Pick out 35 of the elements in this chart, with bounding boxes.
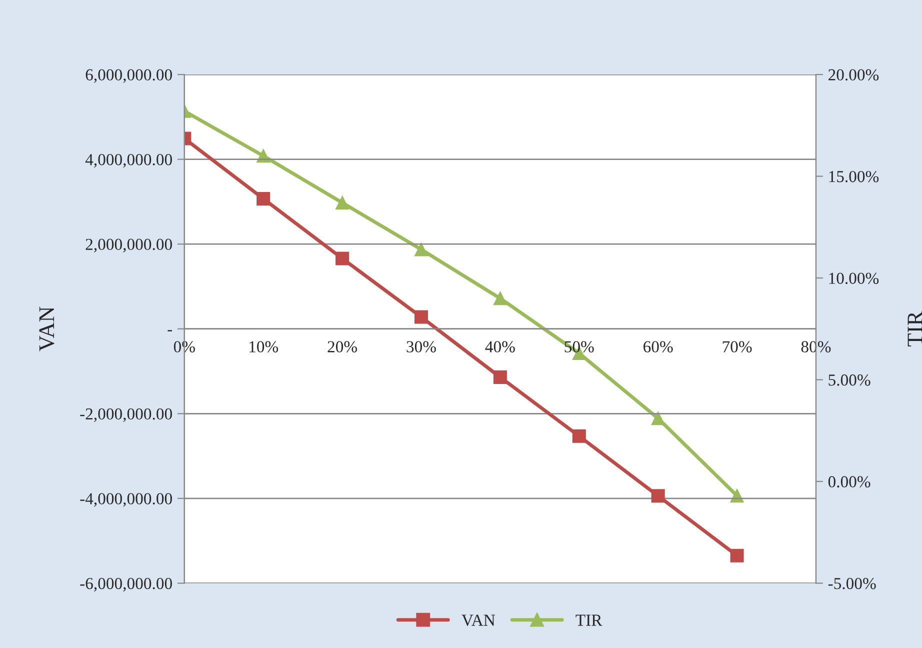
point	[414, 310, 428, 324]
y-axis-title: VAN	[39, 306, 54, 352]
point	[651, 489, 665, 503]
y-tick-label: 6,000,000.00	[86, 69, 172, 83]
y2-tick-label: 20.00%	[828, 69, 879, 81]
point	[493, 292, 507, 306]
y2-tick-label: -5.00%	[828, 578, 876, 590]
y-tick-label: -4,000,000.00	[80, 493, 172, 507]
x-tick-label: 60%	[644, 341, 673, 352]
y-tick-label: -	[168, 330, 172, 332]
y-tick-label: 4,000,000.00	[85, 154, 172, 168]
y2-tick-label: 10.00%	[829, 272, 879, 284]
y2-tick-label: 15.00%	[829, 170, 879, 182]
point	[730, 548, 744, 562]
legend-label: TIR	[576, 614, 602, 626]
y2-axis-title: TIR	[908, 310, 922, 346]
x-tick-label: 10%	[250, 341, 278, 352]
y-tick-label: 2,000,000.00	[86, 238, 172, 252]
point	[336, 196, 350, 210]
point	[493, 370, 507, 384]
point	[336, 252, 350, 266]
x-tick-label: 30%	[406, 341, 436, 352]
y-tick-label: -2,000,000.00	[80, 408, 172, 422]
y2-tick-label: 0.00%	[828, 476, 870, 488]
legend-label: VAN	[462, 614, 496, 626]
y2-tick-label: 5.00%	[828, 374, 870, 386]
point	[651, 412, 665, 426]
point	[256, 192, 270, 206]
point	[572, 429, 586, 443]
point	[414, 242, 428, 256]
x-tick-label: 20%	[328, 341, 357, 352]
x-tick-label: 0%	[174, 341, 195, 352]
x-tick-label: 40%	[485, 341, 515, 352]
x-tick-label: 70%	[722, 341, 752, 352]
y-tick-label: -6,000,000.00	[80, 578, 172, 592]
